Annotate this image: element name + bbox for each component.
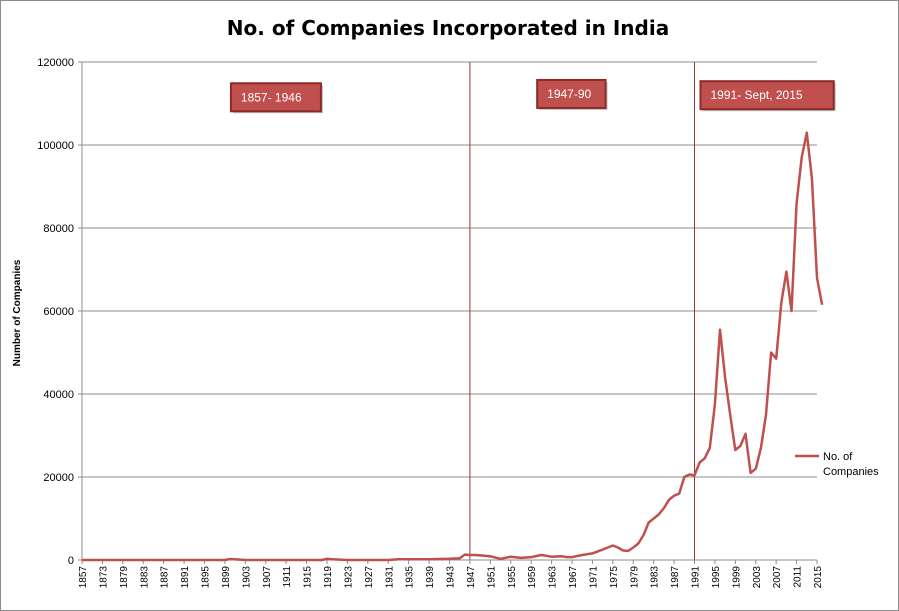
- x-tick-label: 1999: [731, 566, 742, 589]
- x-tick-label: 1979: [629, 566, 640, 589]
- x-tick-label: 1951: [486, 566, 497, 589]
- legend-label-line1: No. of: [823, 451, 853, 463]
- series-group: [82, 131, 824, 562]
- x-tick-label: 1935: [405, 566, 416, 589]
- x-tick-label: 1947: [466, 566, 477, 589]
- annotation-label: 1991- Sept, 2015: [711, 88, 803, 102]
- y-axis-ticks: 0 20000 40000 60000 80000 100000 120000: [37, 57, 82, 567]
- y-tick-label: 100000: [37, 140, 74, 152]
- x-tick-label: 1911: [282, 566, 293, 588]
- x-tick-label: 1895: [201, 566, 212, 589]
- x-tick-label: 1959: [527, 566, 538, 589]
- x-tick-label: 1943: [446, 566, 457, 589]
- x-tick-label: 2015: [813, 566, 824, 589]
- x-tick-label: 1887: [160, 566, 171, 589]
- x-tick-label: 1955: [507, 566, 518, 589]
- legend: No. of Companies: [795, 451, 879, 478]
- x-tick-label: 1967: [568, 566, 579, 589]
- y-axis-label: Number of Companies: [12, 259, 23, 366]
- y-tick-label: 60000: [43, 306, 74, 318]
- x-tick-label: 1899: [221, 566, 232, 589]
- x-tick-label: 1857: [78, 566, 89, 589]
- period-dividers: [469, 62, 695, 560]
- legend-label-line2: Companies: [823, 466, 879, 478]
- annotation-box: [699, 80, 835, 111]
- x-tick-label: 1987: [670, 566, 681, 589]
- x-tick-label: 2003: [752, 566, 763, 589]
- x-tick-label: 2007: [772, 566, 783, 589]
- x-tick-label: 1995: [711, 566, 722, 589]
- y-tick-label: 20000: [43, 472, 74, 484]
- gridlines: [82, 61, 817, 478]
- y-tick-label: 40000: [43, 389, 74, 401]
- x-tick-label: 1907: [262, 566, 273, 589]
- chart-title: No. of Companies Incorporated in India: [227, 16, 669, 40]
- annotation-box: [536, 78, 607, 109]
- x-tick-label: 1915: [303, 566, 314, 589]
- x-tick-label: 1983: [650, 566, 661, 589]
- x-tick-label: 1939: [425, 566, 436, 589]
- x-axis-ticks: 1857 1873 1879 1883 1887 1891 1895 1899 1903 1907…: [78, 560, 824, 588]
- x-tick-label: 1883: [139, 566, 150, 589]
- x-tick-label: 1927: [364, 566, 375, 589]
- x-tick-label: 1873: [98, 566, 109, 589]
- x-tick-label: 1975: [609, 566, 620, 589]
- period-annotations: 1857- 1946 1947-90 1991- Sept, 2015: [229, 78, 836, 114]
- y-tick-label: 80000: [43, 223, 74, 235]
- x-tick-label: 1919: [323, 566, 334, 589]
- x-tick-label: 1891: [180, 566, 191, 589]
- x-tick-label: 1879: [119, 566, 130, 589]
- x-tick-label: 1963: [548, 566, 559, 589]
- annotation-label: 1947-90: [547, 87, 591, 101]
- annotation-box: [229, 82, 322, 113]
- y-tick-label: 0: [68, 555, 74, 567]
- x-tick-label: 1991: [691, 566, 702, 589]
- y-tick-label: 120000: [37, 57, 74, 69]
- series-line: [82, 131, 824, 562]
- x-tick-label: 1931: [384, 566, 395, 589]
- annotation-label: 1857- 1946: [241, 90, 302, 104]
- x-tick-label: 1903: [241, 566, 252, 589]
- x-tick-label: 1971: [588, 566, 599, 589]
- x-tick-label: 1923: [343, 566, 354, 589]
- x-tick-label: 2011: [793, 566, 804, 588]
